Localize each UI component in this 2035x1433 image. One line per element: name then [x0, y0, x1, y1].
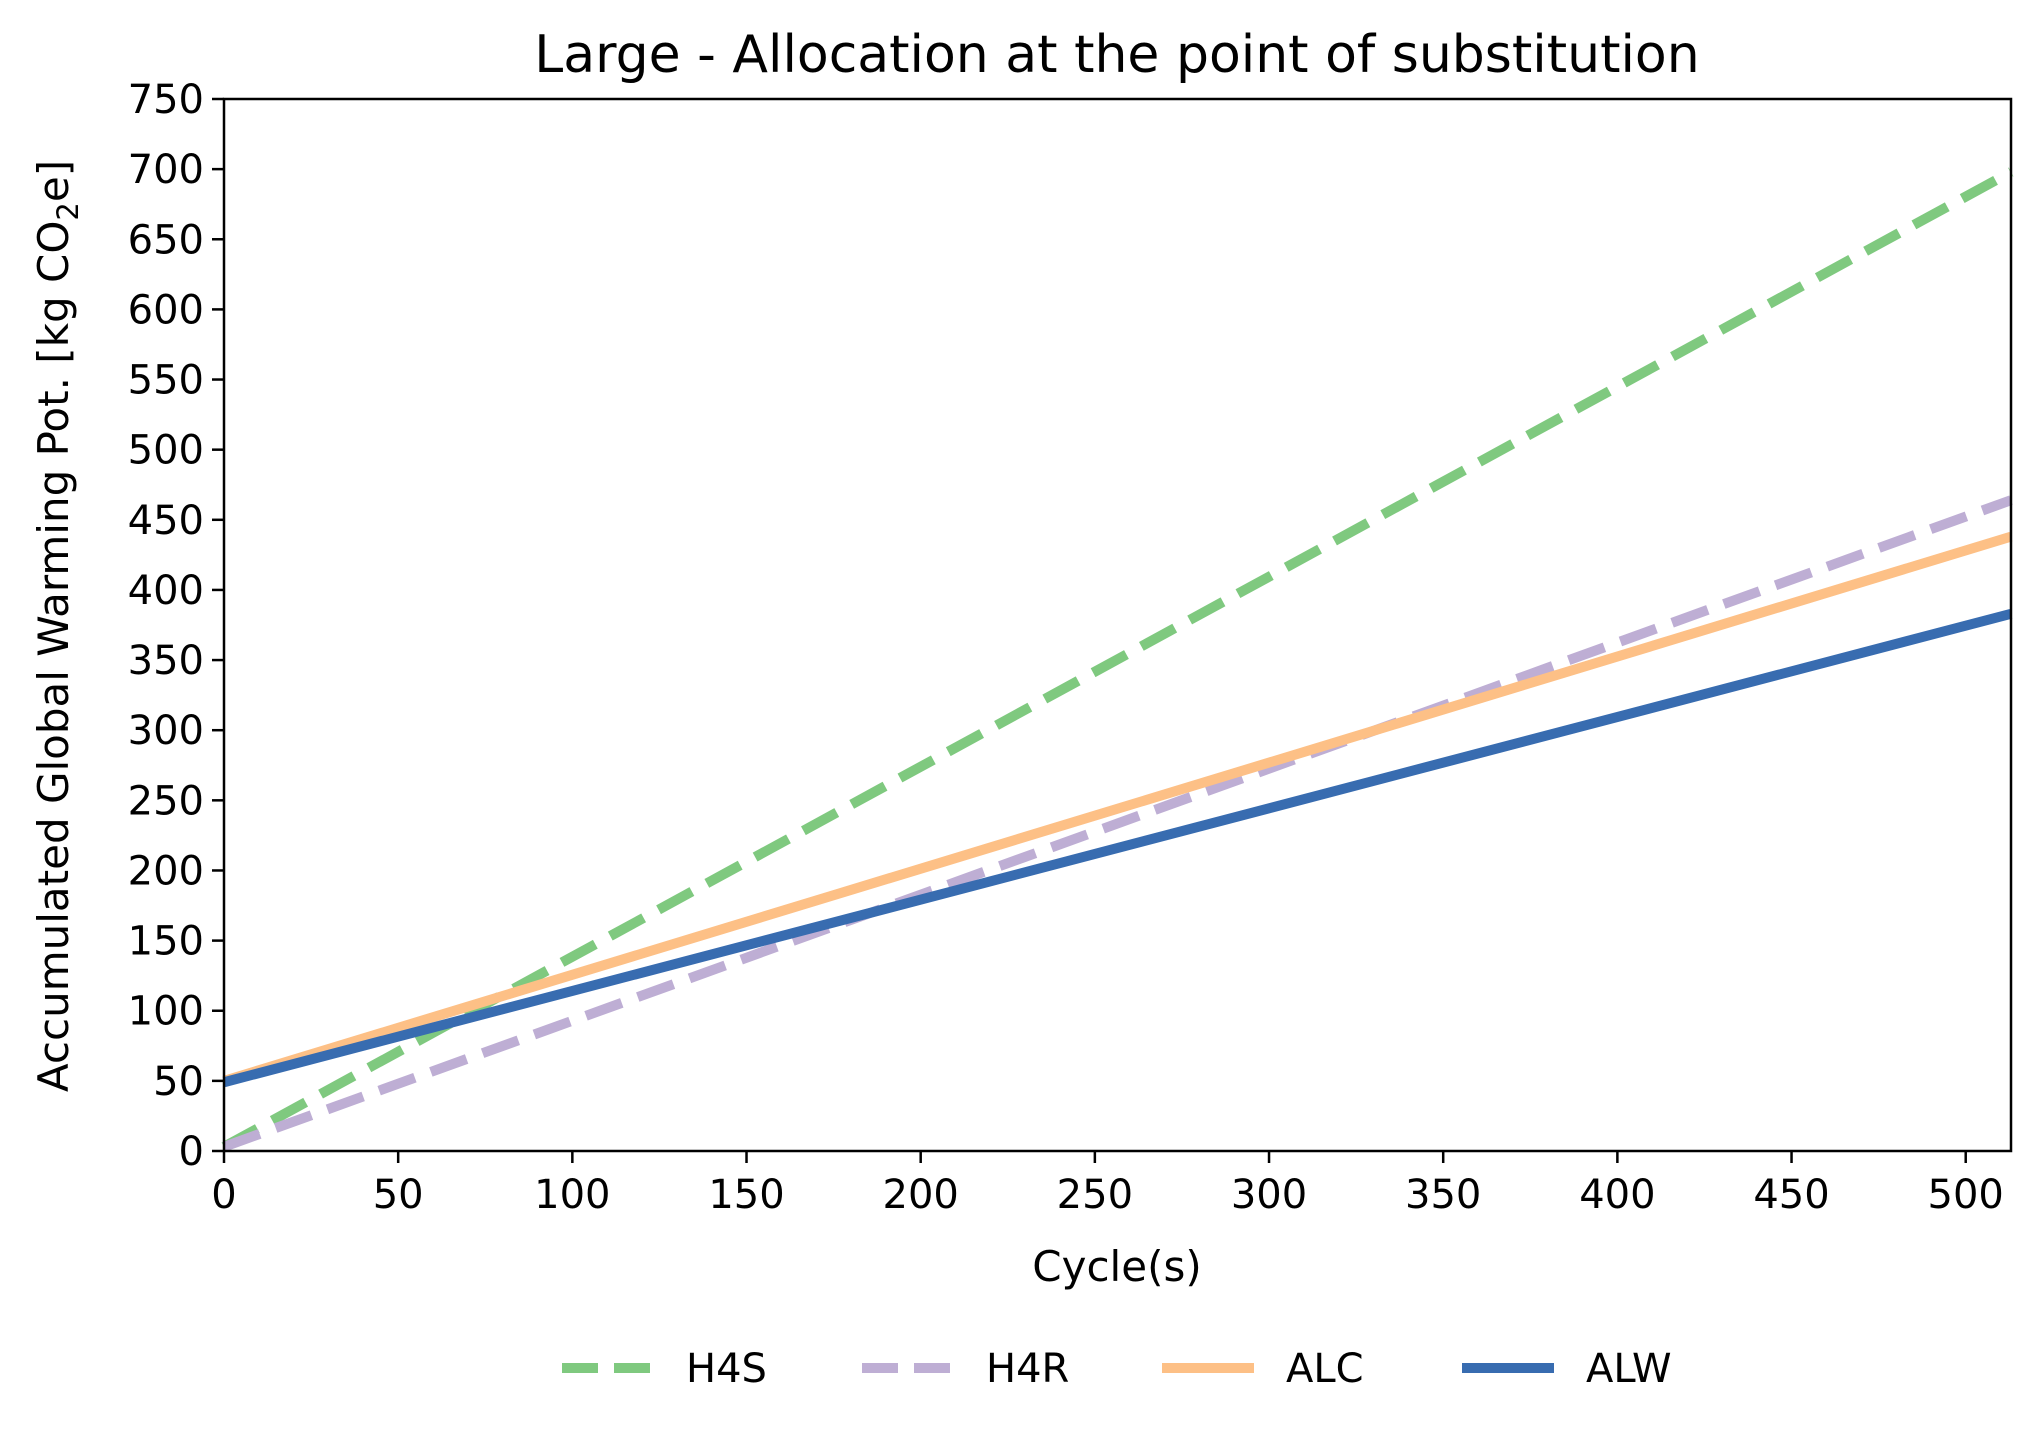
legend-label-h4r: H4R [986, 1346, 1069, 1392]
y-tick-label: 500 [128, 428, 204, 474]
x-tick-label: 350 [1405, 1172, 1481, 1218]
y-tick-label: 650 [128, 217, 204, 263]
legend-label-h4s: H4S [686, 1346, 767, 1392]
x-tick-label: 300 [1231, 1172, 1307, 1218]
y-tick-label: 350 [128, 638, 204, 684]
y-axis-label-tail: e] [29, 160, 78, 202]
x-tick-label: 50 [373, 1172, 424, 1218]
x-tick-label: 150 [708, 1172, 784, 1218]
y-tick-label: 700 [128, 147, 204, 193]
legend-label-alc: ALC [1286, 1346, 1364, 1392]
x-axis: 0 50 100 150 200 250 300 350 400 450 500 [211, 1151, 2004, 1218]
y-tick-label: 300 [128, 708, 204, 754]
y-tick-label: 200 [128, 848, 204, 894]
plot-frame [222, 97, 2013, 1153]
x-tick-label: 100 [534, 1172, 610, 1218]
y-axis: 0 50 100 150 200 250 300 350 400 450 500 550 600 650 7… [128, 77, 224, 1175]
x-tick-label: 500 [1928, 1172, 2004, 1218]
y-axis-label-main: Accumulated Global Warming Pot. [kg CO [29, 221, 78, 1093]
y-axis-label-subscript: 2 [51, 202, 85, 220]
y-tick-label: 250 [128, 778, 204, 824]
legend-label-alw: ALW [1586, 1346, 1672, 1392]
y-tick-label: 0 [179, 1129, 204, 1175]
chart-title: Large - Allocation at the point of subst… [534, 25, 1699, 85]
x-tick-label: 450 [1753, 1172, 1829, 1218]
y-tick-label: 600 [128, 287, 204, 333]
x-tick-label: 0 [211, 1172, 236, 1218]
series-line-h4s [221, 167, 2014, 1152]
series-line-alc [222, 531, 2013, 1086]
series-line-h4r [222, 495, 2013, 1152]
y-tick-label: 150 [128, 919, 204, 965]
y-tick-label: 50 [153, 1059, 204, 1105]
y-axis-label: Accumulated Global Warming Pot. [kg CO2e… [29, 160, 85, 1092]
legend: H4S H4R ALC ALW [562, 1346, 1672, 1392]
x-axis-label: Cycle(s) [1032, 1242, 1201, 1291]
y-tick-label: 100 [128, 989, 204, 1035]
y-tick-label: 750 [128, 77, 204, 123]
series-layer [221, 167, 2014, 1152]
series-line-alw [222, 608, 2013, 1088]
x-tick-label: 400 [1579, 1172, 1655, 1218]
y-tick-label: 400 [128, 568, 204, 614]
y-tick-label: 450 [128, 498, 204, 544]
x-tick-label: 250 [1057, 1172, 1133, 1218]
y-tick-label: 550 [128, 358, 204, 404]
x-tick-label: 200 [883, 1172, 959, 1218]
